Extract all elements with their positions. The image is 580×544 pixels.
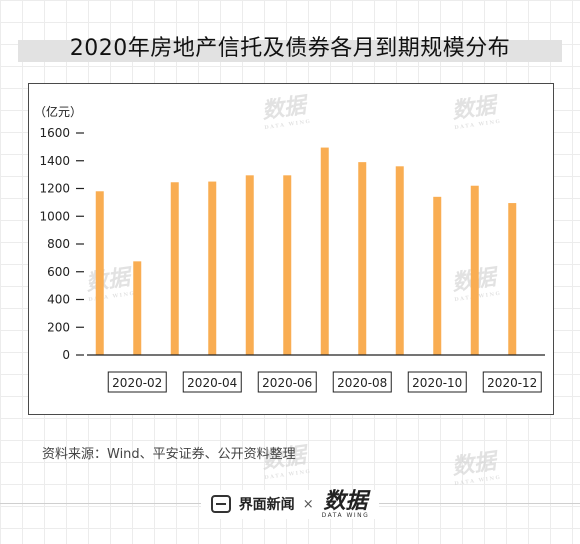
y-tick-label: 200 xyxy=(47,320,70,334)
x-tick-box xyxy=(107,371,167,393)
datawing-logo: 数据 DATA WING xyxy=(321,487,370,519)
x-tick-label: 2020-12 xyxy=(487,376,537,390)
bar-2020-08 xyxy=(358,162,367,355)
cross-separator: × xyxy=(302,496,314,512)
x-tick-box xyxy=(332,371,392,393)
bar-2020-05 xyxy=(245,175,254,355)
y-tick-label: 600 xyxy=(47,265,70,279)
bar-2020-04 xyxy=(208,181,217,355)
y-unit-label: （亿元） xyxy=(34,104,82,119)
jiemian-logo-icon xyxy=(210,495,231,513)
x-tick-box xyxy=(407,371,467,393)
bar-2020-06 xyxy=(283,175,292,355)
y-tick-label: 1200 xyxy=(39,182,70,196)
x-tick-box xyxy=(257,371,317,393)
x-tick-label: 2020-04 xyxy=(187,376,237,390)
y-tick-label: 1600 xyxy=(39,126,70,140)
x-tick-label: 2020-02 xyxy=(112,376,162,390)
y-tick-label: 800 xyxy=(47,237,70,251)
bar-2020-07 xyxy=(320,147,329,355)
y-tick-label: 1400 xyxy=(39,154,70,168)
footer: 界面新闻 × 数据 DATA WING xyxy=(0,487,580,519)
title-highlight xyxy=(18,40,562,62)
bar-2020-09 xyxy=(395,166,404,355)
bar-2020-01 xyxy=(95,191,104,355)
brand-name: 界面新闻 xyxy=(238,497,295,513)
y-tick-label: 400 xyxy=(47,293,70,307)
x-tick-label: 2020-06 xyxy=(262,376,312,390)
y-tick-label: 0 xyxy=(62,348,70,362)
bar-2020-12 xyxy=(508,203,517,355)
x-tick-label: 2020-08 xyxy=(337,376,387,390)
x-tick-box xyxy=(482,371,542,393)
bar-2020-02 xyxy=(133,261,142,355)
x-tick-label: 2020-10 xyxy=(412,376,462,390)
bar-2020-10 xyxy=(433,196,442,355)
y-tick-label: 1000 xyxy=(39,209,70,223)
source-note: 资料来源：Wind、平安证券、公开资料整理 xyxy=(42,447,296,462)
bar-2020-11 xyxy=(470,185,479,355)
chart-title: 2020年房地产信托及债券各月到期规模分布 xyxy=(69,36,511,61)
x-tick-box xyxy=(182,371,242,393)
bar-2020-03 xyxy=(170,182,179,355)
